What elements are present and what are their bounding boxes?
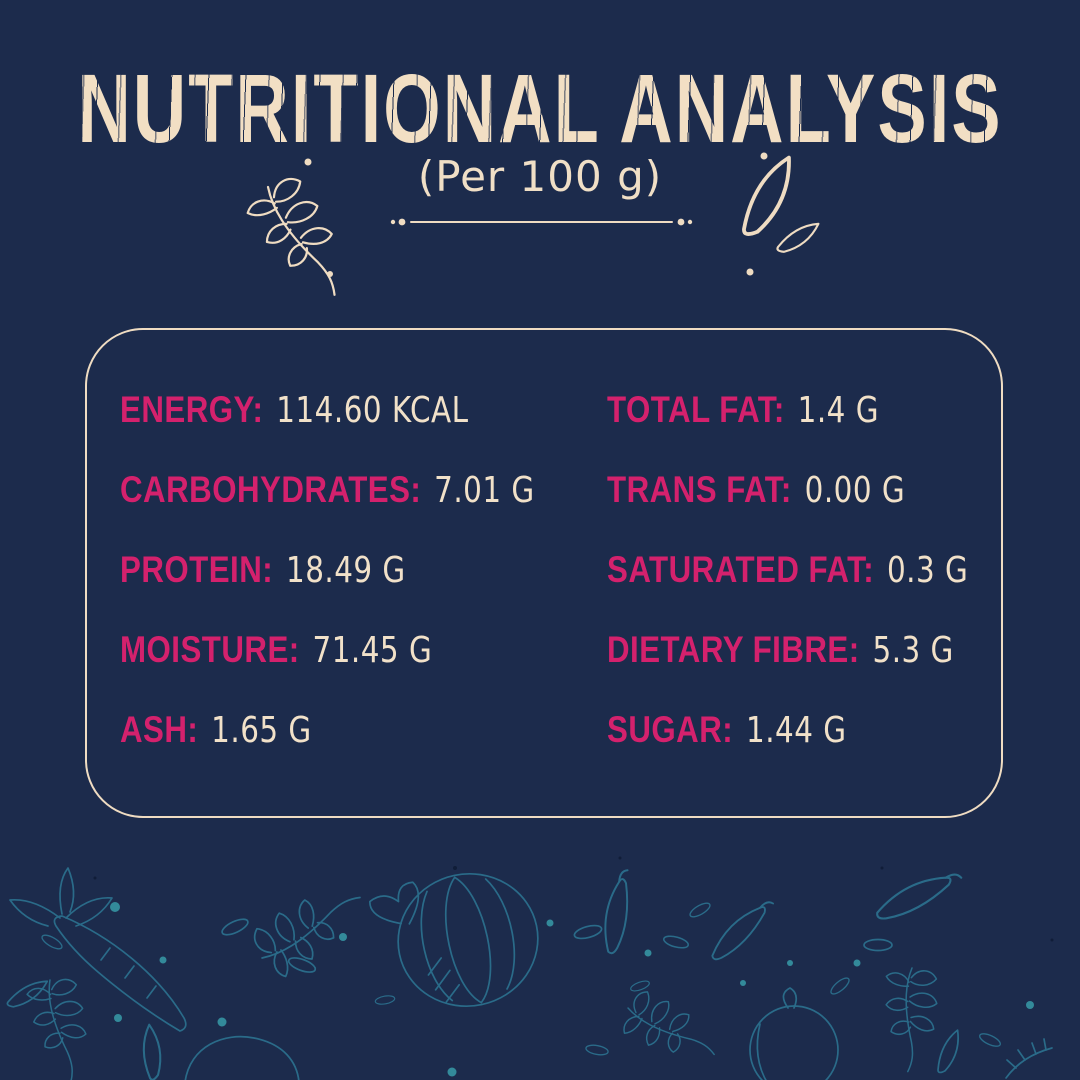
- right-column: TOTAL FAT: 1.4 G TRANS FAT: 0.00 G SATUR…: [607, 388, 1000, 752]
- leaf-icon: [924, 1029, 973, 1075]
- seed-icon: [661, 933, 691, 951]
- nutrient-label: PROTEIN:: [120, 549, 274, 591]
- nutrient-label: ASH:: [120, 709, 199, 751]
- nutrient-value: 18.49 G: [286, 549, 406, 591]
- nutrient-label: TOTAL FAT:: [607, 389, 785, 431]
- nutrition-row-protein: PROTEIN: 18.49 G: [120, 546, 535, 594]
- fern-icon: [1005, 1038, 1053, 1079]
- carrot-icon: [9, 867, 187, 1032]
- nutrient-label: DIETARY FIBRE:: [607, 629, 860, 671]
- seed-icon: [39, 931, 65, 953]
- nutrient-value: 1.44 G: [746, 709, 847, 751]
- leaf-sprig-icon: [236, 165, 378, 300]
- seed-leaf-small-icon: [776, 218, 820, 257]
- nutrient-value: 7.01 G: [434, 469, 535, 511]
- nutrient-value: 114.60 KCAL: [276, 389, 469, 431]
- pea-pod-icon: [702, 898, 785, 963]
- seed-icon: [977, 1030, 1003, 1050]
- seed-icon: [863, 938, 893, 952]
- nutrient-value: 1.4 G: [797, 389, 879, 431]
- nutrition-row-energy: ENERGY: 114.60 KCAL: [120, 386, 535, 434]
- nutrient-label: MOISTURE:: [120, 629, 300, 671]
- teal-dots: [110, 902, 1034, 1077]
- nutrition-panel: ENERGY: 114.60 KCAL CARBOHYDRATES: 7.01 …: [85, 328, 1003, 818]
- seed-icon: [572, 922, 604, 942]
- left-column: ENERGY: 114.60 KCAL CARBOHYDRATES: 7.01 …: [120, 388, 571, 752]
- nutrient-label: CARBOHYDRATES:: [120, 469, 422, 511]
- header-decoration: [236, 152, 820, 300]
- nutrient-value: 0.3 G: [886, 549, 969, 591]
- seed-icon: [827, 974, 853, 998]
- radish-icon: [184, 1035, 300, 1080]
- nutrition-row-trans-fat: TRANS FAT: 0.00 G: [607, 466, 968, 514]
- nutrition-row-carbohydrates: CARBOHYDRATES: 7.01 G: [120, 466, 535, 514]
- vegetable-decoration: [6, 856, 1054, 1080]
- leaf-sprig-icon: [621, 988, 723, 1059]
- pumpkin-icon: [369, 872, 539, 1008]
- nutrient-value: 0.00 G: [804, 469, 906, 511]
- texture-specks: [93, 856, 1054, 942]
- nutrition-row-ash: ASH: 1.65 G: [120, 706, 535, 754]
- seed-icon: [374, 993, 396, 1007]
- nutrient-label: TRANS FAT:: [607, 469, 792, 511]
- leaf-icon: [123, 1023, 180, 1080]
- onion-icon: [749, 987, 839, 1080]
- page-title: NUTRITIONAL ANALYSIS: [0, 52, 1080, 164]
- nutrition-row-dietary-fibre: DIETARY FIBRE: 5.3 G: [607, 626, 968, 674]
- seed-leaf-icon: [722, 155, 813, 239]
- seed-icon: [584, 1043, 610, 1057]
- seed-icon: [687, 899, 713, 921]
- seed-icon: [628, 978, 652, 994]
- nutrient-value: 1.65 G: [211, 709, 312, 751]
- subtitle-per-100g: (Per 100 g): [417, 152, 663, 201]
- nutrition-row-moisture: MOISTURE: 71.45 G: [120, 626, 535, 674]
- pea-pod-icon: [871, 871, 968, 922]
- leaf-sprig-icon: [243, 858, 365, 987]
- nutrition-row-total-fat: TOTAL FAT: 1.4 G: [607, 386, 968, 434]
- accent-dots: [304, 152, 768, 277]
- nutrition-row-sugar: SUGAR: 1.44 G: [607, 706, 968, 754]
- nutrient-label: SATURATED FAT:: [607, 549, 875, 591]
- leaf-sprig-icon: [873, 960, 962, 1074]
- nutrient-value: 5.3 G: [872, 629, 954, 671]
- pea-pod-icon: [590, 867, 647, 956]
- nutrition-row-saturated-fat: SATURATED FAT: 0.3 G: [607, 546, 968, 594]
- nutrient-label: ENERGY:: [120, 389, 264, 431]
- seed-icon: [219, 915, 251, 939]
- divider-line: [390, 218, 693, 226]
- nutrient-value: 71.45 G: [312, 629, 433, 671]
- nutrient-label: SUGAR:: [607, 709, 734, 751]
